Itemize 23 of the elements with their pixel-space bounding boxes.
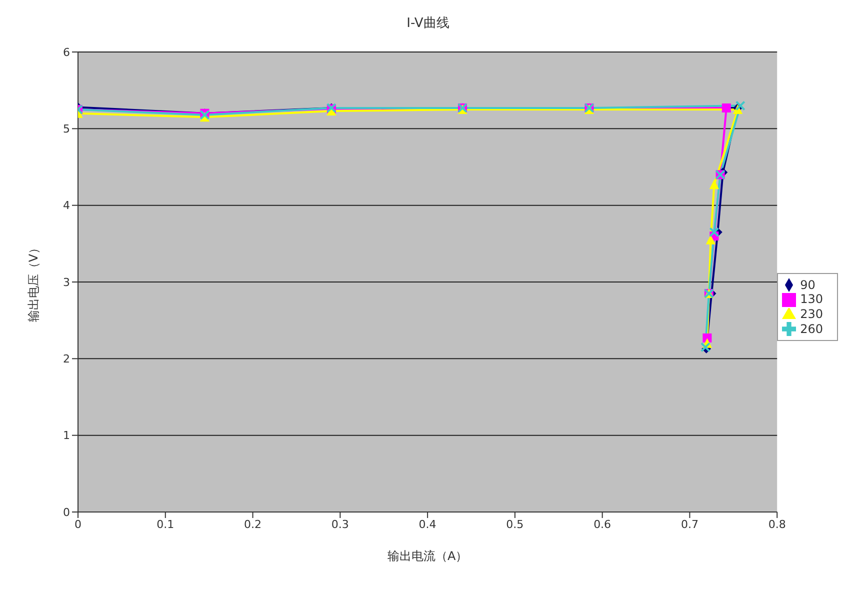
y-tick-label: 6 <box>63 46 70 59</box>
y-tick-label: 4 <box>63 199 70 212</box>
y-tick-label: 2 <box>63 352 70 366</box>
y-axis-title: 输出电压（V） <box>26 242 40 322</box>
x-tick-label: 0.7 <box>680 518 698 531</box>
x-tick-label: 0.2 <box>244 518 262 531</box>
legend-label: 130 <box>800 292 823 306</box>
x-tick-label: 0.4 <box>418 518 436 531</box>
y-tick-label: 1 <box>63 429 70 442</box>
y-tick-label: 5 <box>63 122 70 136</box>
legend-label: 260 <box>800 322 823 336</box>
x-tick-label: 0.6 <box>594 518 612 531</box>
y-tick-label: 0 <box>63 506 70 519</box>
x-tick-label: 0.1 <box>156 518 174 531</box>
chart-title: I-V曲线 <box>406 15 450 32</box>
x-axis-title: 输出电流（A） <box>387 549 468 563</box>
legend-label: 230 <box>800 307 823 321</box>
x-tick-label: 0.5 <box>506 518 524 531</box>
x-tick-label: 0 <box>74 518 82 531</box>
x-tick-label: 0.3 <box>331 518 349 531</box>
y-tick-label: 3 <box>63 276 70 289</box>
legend-label: 90 <box>800 278 816 292</box>
x-tick-label: 0.8 <box>768 518 786 531</box>
